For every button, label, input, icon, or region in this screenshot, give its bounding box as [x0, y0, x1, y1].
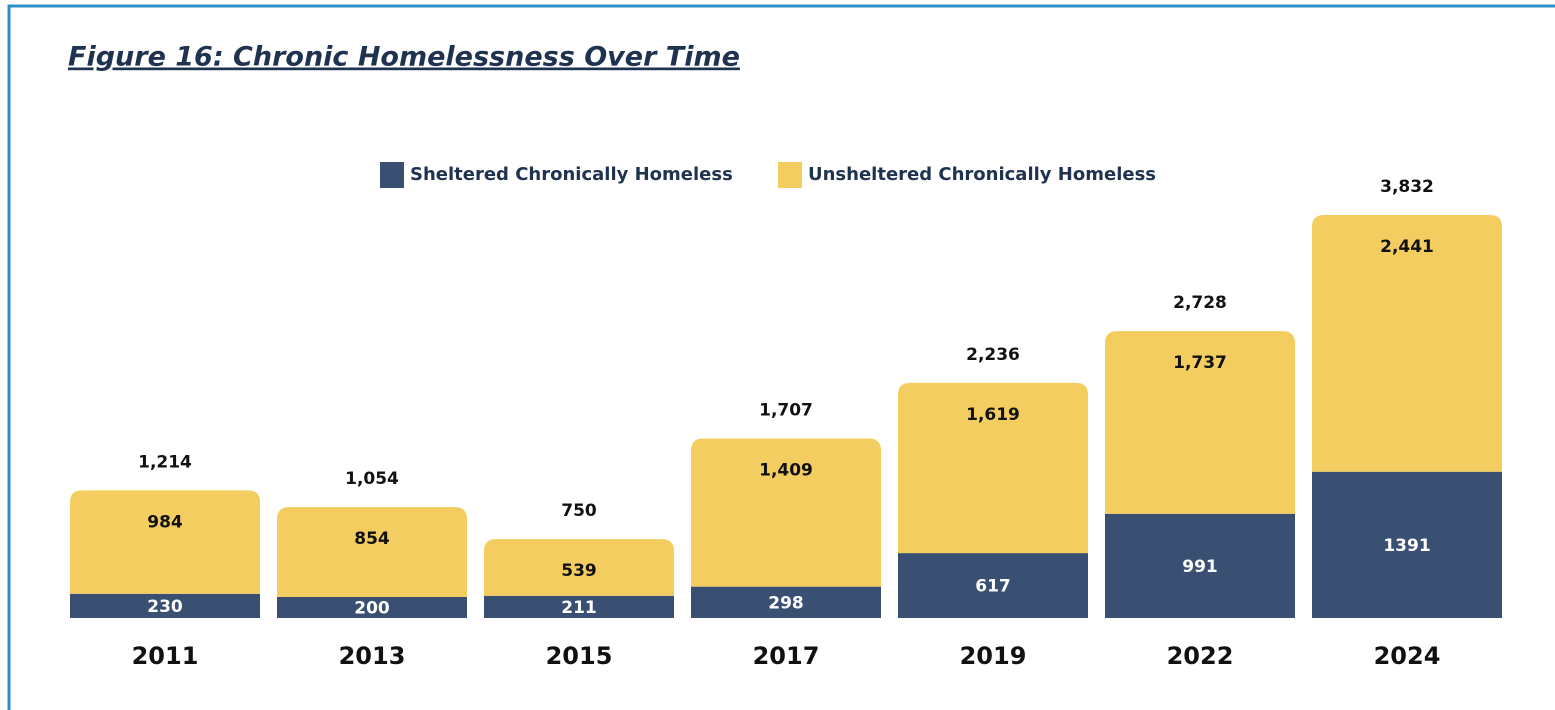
total-label: 2,728 [1173, 293, 1227, 313]
total-label: 1,054 [345, 469, 399, 489]
bar-segment [277, 596, 467, 618]
bar-segment [691, 438, 881, 587]
value-label: 230 [147, 597, 183, 617]
value-label: 854 [354, 529, 390, 549]
value-label: 200 [354, 598, 390, 618]
bar-segment [70, 490, 260, 594]
bar-segment [484, 539, 674, 596]
value-label: 1,737 [1173, 353, 1227, 373]
value-label: 1,619 [966, 405, 1020, 425]
value-label: 2,441 [1380, 237, 1434, 257]
bar-segment [484, 595, 674, 618]
x-tick-label: 2024 [1374, 642, 1441, 670]
x-tick-label: 2019 [960, 642, 1027, 670]
value-label: 984 [147, 512, 183, 532]
bar-segment [277, 507, 467, 597]
legend-label: Unsheltered Chronically Homeless [808, 164, 1156, 185]
bar-segment [1312, 215, 1502, 472]
total-label: 1,707 [759, 400, 813, 420]
x-tick-label: 2013 [339, 642, 406, 670]
total-label: 3,832 [1380, 177, 1434, 197]
frame [7, 4, 1555, 710]
bar-segment [1105, 331, 1295, 514]
value-label: 211 [561, 598, 597, 618]
total-label: 750 [561, 501, 597, 521]
total-label: 2,236 [966, 345, 1020, 365]
total-label: 1,214 [138, 452, 192, 472]
value-label: 539 [561, 561, 597, 581]
x-tick-label: 2022 [1167, 642, 1234, 670]
bar-segment [691, 586, 881, 618]
bar-segment [898, 382, 1088, 554]
value-label: 1391 [1383, 536, 1430, 556]
value-label: 991 [1182, 557, 1218, 577]
value-label: 617 [975, 577, 1011, 597]
value-label: 298 [768, 593, 804, 613]
chart-title: Figure 16: Chronic Homelessness Over Tim… [68, 42, 740, 73]
value-label: 1,409 [759, 460, 813, 480]
legend-swatch [380, 162, 404, 188]
x-tick-label: 2015 [546, 642, 613, 670]
bar-segment [1312, 471, 1502, 618]
x-tick-label: 2011 [132, 642, 199, 670]
x-tick-label: 2017 [753, 642, 820, 670]
legend-label: Sheltered Chronically Homeless [410, 164, 733, 185]
bar-segment [898, 553, 1088, 618]
bar-segment [70, 593, 260, 618]
legend-swatch [778, 162, 802, 188]
bar-segment [1105, 513, 1295, 618]
